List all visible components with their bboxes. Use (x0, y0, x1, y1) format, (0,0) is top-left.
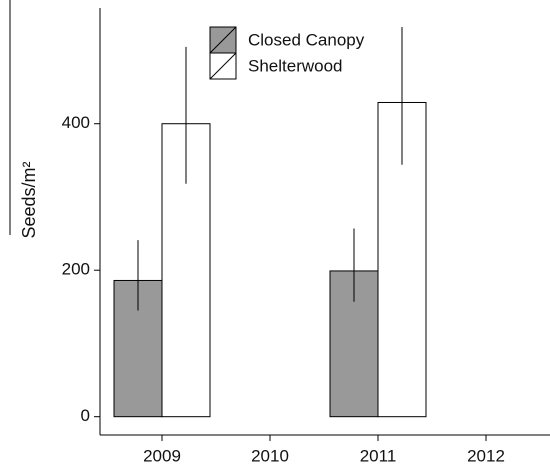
y-axis-label: Seeds/m² (19, 161, 39, 238)
x-tick-label: 2012 (467, 446, 505, 465)
y-tick-label: 400 (62, 113, 90, 132)
legend-label: Closed Canopy (248, 30, 365, 49)
legend-label: Shelterwood (248, 56, 343, 75)
y-tick-label: 0 (81, 406, 90, 425)
x-tick-label: 2010 (251, 446, 289, 465)
legend-swatch-line (209, 26, 237, 54)
y-tick-label: 200 (62, 260, 90, 279)
x-tick-label: 2011 (360, 446, 397, 465)
legend-swatch-line (209, 52, 237, 80)
x-tick-label: 2009 (143, 446, 181, 465)
